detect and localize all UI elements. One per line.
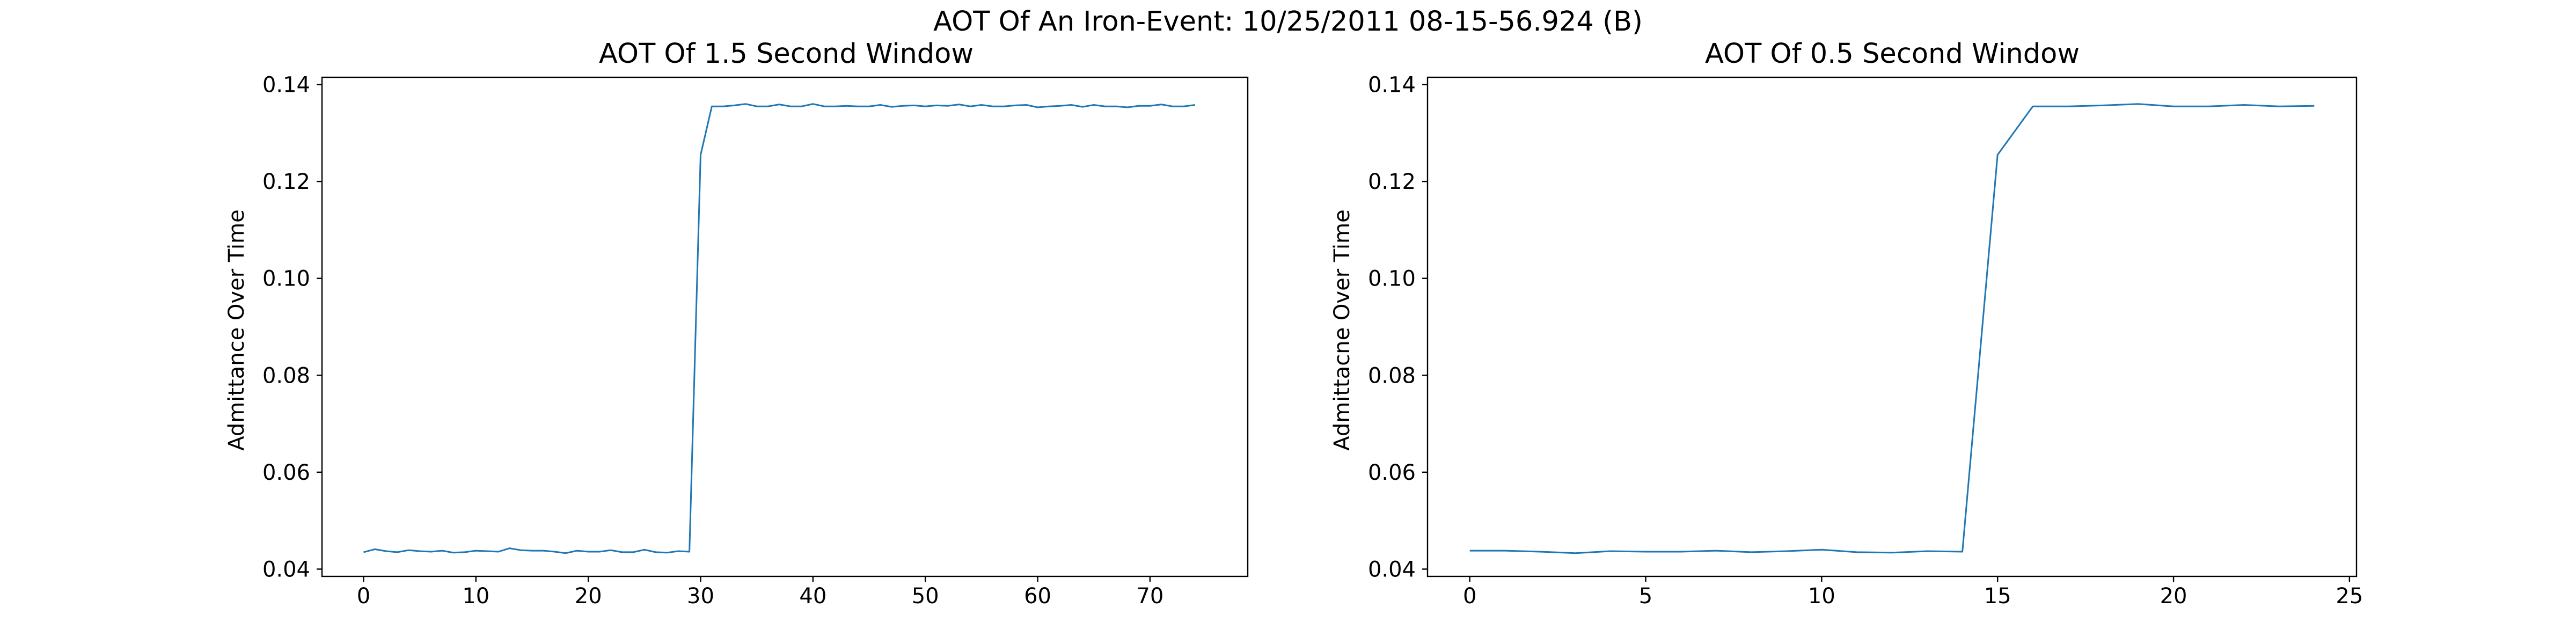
y-axis-label: Admittacne Over Time xyxy=(1330,209,1355,451)
y-tick-label: 0.06 xyxy=(1368,460,1416,485)
x-tick-label: 60 xyxy=(1024,584,1051,609)
y-tick-label: 0.12 xyxy=(1368,170,1416,194)
x-tick-label: 15 xyxy=(1984,584,2011,609)
chart-panel-0.5s: AOT Of 0.5 Second Window Admittacne Over… xyxy=(1330,38,2363,609)
x-tick-label: 20 xyxy=(2160,584,2187,609)
x-tick-label: 30 xyxy=(687,584,714,609)
chart-title: AOT Of 0.5 Second Window xyxy=(1705,38,2080,70)
y-tick-label: 0.14 xyxy=(262,73,310,98)
x-tick-label: 40 xyxy=(799,584,826,609)
y-tick-label: 0.08 xyxy=(1368,363,1416,388)
x-tick-label: 5 xyxy=(1639,584,1652,609)
y-tick-label: 0.10 xyxy=(262,267,310,291)
y-tick-label: 0.14 xyxy=(1368,73,1416,98)
y-tick-label: 0.06 xyxy=(262,460,310,485)
x-tick-label: 0 xyxy=(1463,584,1476,609)
x-tick-label: 10 xyxy=(462,584,489,609)
x-tick-label: 70 xyxy=(1136,584,1163,609)
x-tick-label: 25 xyxy=(2336,584,2363,609)
figure-suptitle: AOT Of An Iron-Event: 10/25/2011 08-15-5… xyxy=(933,6,1643,38)
y-tick-label: 0.10 xyxy=(1368,267,1416,291)
chart-panel-1.5s: AOT Of 1.5 Second Window Admittance Over… xyxy=(224,38,1249,609)
x-tick-label: 10 xyxy=(1808,584,1835,609)
y-tick-label: 0.12 xyxy=(262,170,310,194)
x-tick-label: 0 xyxy=(357,584,370,609)
y-axis-label: Admittance Over Time xyxy=(224,209,249,451)
plot-frame xyxy=(321,76,1249,577)
x-tick-label: 20 xyxy=(575,584,602,609)
y-tick-label: 0.04 xyxy=(1368,557,1416,582)
y-tick-label: 0.04 xyxy=(262,557,310,582)
plot-frame xyxy=(1426,76,2358,577)
chart-title: AOT Of 1.5 Second Window xyxy=(599,38,974,70)
series-line xyxy=(363,103,1195,554)
y-tick-label: 0.08 xyxy=(262,363,310,388)
series-line xyxy=(1469,103,2315,554)
x-tick-label: 50 xyxy=(912,584,939,609)
